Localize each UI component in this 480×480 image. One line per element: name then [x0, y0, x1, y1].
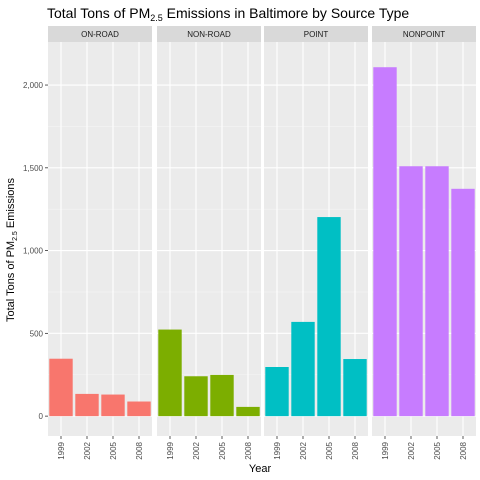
facet-strip [372, 26, 476, 42]
x-tick-label: 1999 [273, 441, 282, 459]
x-tick-label: 2002 [192, 441, 201, 459]
y-tick-label: 500 [30, 329, 44, 338]
x-tick-label: 2002 [299, 441, 308, 459]
facet-strip-label: NON-ROAD [187, 30, 231, 39]
panel-point: POINT 1999 2002 2005 2008 [264, 26, 368, 460]
facet-strip-label: POINT [304, 30, 329, 39]
bar-nonpoint-2008 [451, 188, 475, 417]
facet-panels: ON-ROAD 1999 2002 2005 2008 NON-ROAD 1999 2002 2… [48, 26, 476, 460]
bar-non-road-2005 [210, 374, 234, 417]
x-tick-label: 1999 [166, 441, 175, 459]
x-axis-title: Year [249, 463, 272, 475]
x-tick-label: 2008 [351, 441, 360, 459]
bar-point-1999 [265, 367, 289, 417]
y-tick-label: 1,500 [23, 164, 44, 173]
facet-strip-label: NONPOINT [403, 30, 445, 39]
y-axis: 0 500 1,000 1,500 2,000 [23, 81, 48, 421]
bar-on-road-2005 [101, 394, 125, 417]
x-tick-label: 2008 [135, 441, 144, 459]
x-tick-label: 2002 [407, 441, 416, 459]
y-axis-title: Total Tons of PM2.5 Emissions [5, 177, 19, 322]
x-tick-label: 1999 [57, 441, 66, 459]
facet-strip [48, 26, 152, 42]
bar-non-road-1999 [158, 329, 182, 417]
y-tick-label: 2,000 [23, 81, 44, 90]
bar-point-2008 [343, 359, 367, 417]
x-tick-label: 1999 [381, 441, 390, 459]
panel-non-road: NON-ROAD 1999 2002 2005 2008 [157, 26, 261, 460]
bar-on-road-2008 [127, 401, 151, 417]
facet-strip-label: ON-ROAD [81, 30, 119, 39]
y-tick-label: 0 [39, 412, 44, 421]
bar-point-2002 [291, 321, 315, 417]
facet-strip [157, 26, 261, 42]
bar-non-road-2002 [184, 376, 208, 417]
x-tick-label: 2005 [325, 441, 334, 459]
panel-on-road: ON-ROAD 1999 2002 2005 2008 [48, 26, 152, 460]
bar-on-road-2002 [75, 393, 99, 417]
bar-point-2005 [317, 217, 341, 417]
chart-title: Total Tons of PM2.5 Emissions in Baltimo… [47, 5, 409, 23]
facet-strip [264, 26, 368, 42]
bar-nonpoint-1999 [373, 67, 397, 417]
bar-nonpoint-2002 [399, 166, 423, 417]
x-tick-label: 2002 [83, 441, 92, 459]
y-tick-label: 1,000 [23, 247, 44, 256]
x-tick-label: 2008 [244, 441, 253, 459]
x-tick-label: 2005 [218, 441, 227, 459]
panel-nonpoint: NONPOINT 1999 2002 2005 2008 [372, 26, 476, 460]
bar-non-road-2008 [236, 406, 260, 417]
bar-on-road-1999 [49, 358, 73, 417]
x-tick-label: 2005 [433, 441, 442, 459]
x-tick-label: 2005 [109, 441, 118, 459]
bar-nonpoint-2005 [425, 166, 449, 417]
x-tick-label: 2008 [459, 441, 468, 459]
